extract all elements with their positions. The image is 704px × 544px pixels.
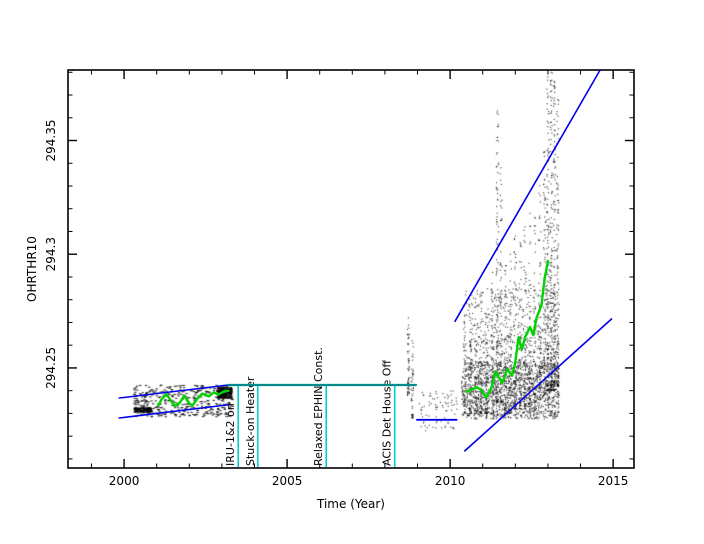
trend-line: [157, 389, 230, 408]
y-tick-label: 294.35: [44, 120, 58, 162]
x-tick-label: 2010: [435, 474, 466, 488]
event-marker-label: Stuck-on Heater: [244, 376, 257, 466]
late-lower-bound-line: [463, 318, 613, 452]
late-upper-bound-line: [454, 69, 601, 323]
axes-frame: [67, 69, 635, 469]
y-axis-title: OHRTHR10: [25, 236, 39, 302]
x-axis-title: Time (Year): [316, 497, 385, 511]
event-marker-label: Relaxed EPHIN Const.: [312, 347, 325, 466]
x-tick-label: 2005: [272, 474, 303, 488]
y-tick-label: 294.3: [44, 237, 58, 271]
early-upper-bound-line: [118, 384, 230, 399]
event-marker-label: ACIS Det House Off: [381, 360, 394, 466]
x-tick-label: 2015: [598, 474, 629, 488]
chart-dynamic-group: 2000 2005 2010 2015 294.25 294.3 294.35 IRU-1&2…: [44, 69, 635, 488]
x-tick-label: 2000: [109, 474, 140, 488]
y-tick-label: 294.25: [44, 347, 58, 389]
event-marker-label: IRU-1&2 on: [224, 403, 237, 466]
trend-line: [465, 259, 550, 399]
early-lower-bound-line: [118, 404, 230, 419]
